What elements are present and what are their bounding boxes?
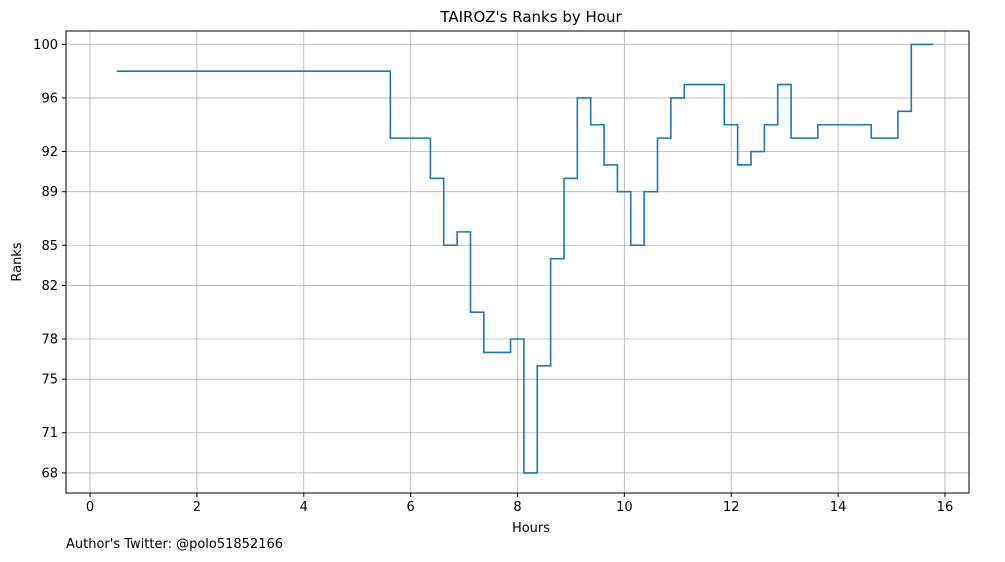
x-tick-label: 12 (723, 500, 740, 515)
y-tick-label: 85 (41, 239, 58, 254)
x-axis-title: Hours (512, 521, 550, 536)
y-tick-label: 68 (41, 466, 58, 481)
x-tick-label: 10 (616, 500, 633, 515)
x-tick-label: 0 (86, 500, 94, 515)
x-tick-label: 14 (830, 500, 847, 515)
y-tick-label: 100 (33, 38, 58, 53)
x-tick-label: 8 (513, 500, 521, 515)
y-tick-label: 75 (41, 373, 58, 388)
y-tick-label: 92 (41, 145, 58, 160)
rank-step-line (116, 43, 934, 474)
y-tick-label: 89 (41, 185, 58, 200)
x-tick-label: 4 (300, 500, 308, 515)
author-credit: Author's Twitter: @polo51852166 (66, 537, 284, 552)
x-tick-label: 16 (937, 500, 954, 515)
grid (66, 31, 969, 493)
y-tick-label: 96 (41, 91, 58, 106)
y-axis-title: Ranks (10, 242, 25, 281)
y-tick-label: 78 (41, 333, 58, 348)
y-tick-label: 82 (41, 279, 58, 294)
x-tick-label: 2 (193, 500, 201, 515)
x-tick-label: 6 (406, 500, 414, 515)
y-tick-label: 71 (41, 426, 58, 441)
chart-title: TAIROZ's Ranks by Hour (439, 8, 622, 26)
